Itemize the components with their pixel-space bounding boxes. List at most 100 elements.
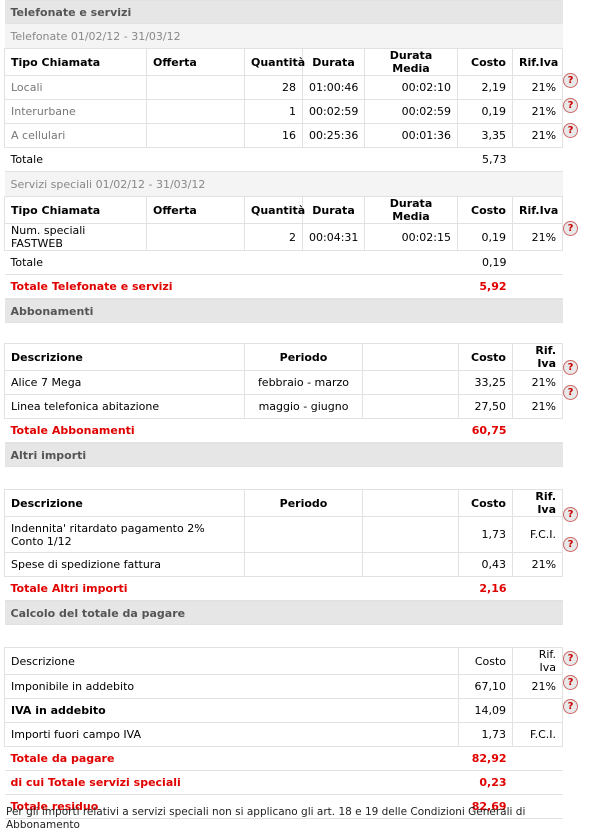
- col-periodo: Periodo: [244, 343, 363, 371]
- cell-iva: 21%: [511, 370, 564, 395]
- total-value: 5,92: [457, 274, 513, 299]
- table-row: Interurbane 1 00:02:59 00:02:59 0,19 21%: [4, 99, 564, 124]
- col-quantita: Quantità: [244, 196, 305, 224]
- cell-descrizione: IVA in addebito: [4, 698, 459, 723]
- col-tipo: Tipo Chiamata: [4, 196, 147, 224]
- cell-quantita: 16: [244, 123, 303, 148]
- cell-costo: 1,73: [458, 722, 513, 747]
- total-value: 0,23: [458, 770, 513, 795]
- cell-iva: 21%: [511, 394, 564, 419]
- help-icon[interactable]: ?: [563, 98, 578, 113]
- help-icon[interactable]: ?: [563, 537, 578, 552]
- help-icon[interactable]: ?: [563, 699, 578, 714]
- table-header: Descrizione Costo Rif. Iva: [4, 647, 563, 675]
- total-row: Totale Altri importi 2,16: [4, 576, 563, 601]
- table-row: A cellulari 16 00:25:36 00:01:36 3,35 21…: [4, 123, 564, 148]
- cell-durata: 00:02:59: [302, 99, 365, 124]
- cell-iva: 21%: [511, 552, 564, 577]
- col-rif-iva: Rif.Iva: [511, 196, 564, 224]
- col-descrizione: Descrizione: [4, 647, 459, 675]
- cell-iva: F.C.I.: [512, 722, 563, 747]
- col-periodo: Periodo: [244, 489, 363, 517]
- help-icon[interactable]: ?: [563, 651, 578, 666]
- col-rif-iva: Rif.Iva: [511, 48, 564, 76]
- col-rif-iva: Rif. Iva: [511, 343, 564, 371]
- cell-periodo: [244, 516, 363, 553]
- cell-offerta: [146, 123, 245, 148]
- col-costo: Costo: [458, 489, 513, 517]
- cell-costo: 1,73: [458, 516, 513, 553]
- col-durata-media: Durata Media: [364, 48, 458, 76]
- table-header: Tipo Chiamata Offerta Quantità Durata Du…: [4, 196, 564, 224]
- subtotal-row: Totale 0,19: [4, 250, 563, 275]
- total-label: Totale Abbonamenti: [4, 418, 459, 443]
- help-icon[interactable]: ?: [563, 73, 578, 88]
- cell-costo: 0,19: [457, 99, 513, 124]
- col-descrizione: Descrizione: [4, 489, 245, 517]
- cell-costo: 14,09: [458, 698, 513, 723]
- col-rif-iva: Rif. Iva: [512, 647, 563, 675]
- total-label: di cui Totale servizi speciali: [4, 770, 459, 795]
- total-label: Totale residuo: [4, 794, 459, 819]
- cell-offerta: [146, 75, 245, 100]
- table-row: IVA in addebito 14,09: [4, 698, 563, 723]
- total-label: Totale da pagare: [4, 746, 459, 771]
- abbonamenti-table: Abbonamenti Descrizione Periodo Costo Ri…: [4, 299, 564, 443]
- cell-costo: 33,25: [458, 370, 513, 395]
- cell-tipo: Num. speciali FASTWEB: [4, 223, 147, 251]
- cell-costo: 0,43: [458, 552, 513, 577]
- total-label: Totale Altri importi: [4, 576, 459, 601]
- table-row: Num. speciali FASTWEB 2 00:04:31 00:02:1…: [4, 223, 564, 251]
- cell-durata-media: 00:02:15: [364, 223, 458, 251]
- cell-descrizione: Importi fuori campo IVA: [4, 722, 459, 747]
- cell-costo: 67,10: [458, 674, 513, 699]
- table-row: Linea telefonica abitazione maggio - giu…: [4, 394, 564, 419]
- cell-durata-media: 00:02:10: [364, 75, 458, 100]
- table-row: Spese di spedizione fattura 0,43 21%: [4, 552, 564, 577]
- section-title-telefonate: Telefonate e servizi: [4, 0, 563, 24]
- invoice-detail: Telefonate e servizi Telefonate 01/02/12…: [4, 0, 564, 819]
- table-header: Descrizione Periodo Costo Rif. Iva: [4, 489, 564, 517]
- total-value: 60,75: [458, 418, 513, 443]
- cell-offerta: [146, 99, 245, 124]
- help-icon[interactable]: ?: [563, 385, 578, 400]
- table-header: Tipo Chiamata Offerta Quantità Durata Du…: [4, 48, 564, 76]
- cell-costo: 0,19: [457, 223, 513, 251]
- cell-tipo: Interurbane: [4, 99, 147, 124]
- total-row: Totale Telefonate e servizi 5,92: [4, 274, 563, 299]
- help-icon[interactable]: ?: [563, 507, 578, 522]
- col-rif-iva: Rif. Iva: [511, 489, 564, 517]
- cell-durata: 00:25:36: [302, 123, 365, 148]
- help-icon[interactable]: ?: [563, 221, 578, 236]
- total-value: 82,92: [458, 746, 513, 771]
- subtotal-value: 0,19: [457, 250, 513, 275]
- telefonate-table: Telefonate e servizi Telefonate 01/02/12…: [4, 0, 564, 299]
- col-offerta: Offerta: [146, 196, 245, 224]
- help-icon[interactable]: ?: [563, 123, 578, 138]
- col-durata: Durata: [302, 48, 365, 76]
- cell-durata-media: 00:02:59: [364, 99, 458, 124]
- table-row: Imponibile in addebito 67,10 21%: [4, 674, 563, 699]
- cell-iva: [512, 698, 563, 723]
- cell-tipo: Locali: [4, 75, 147, 100]
- help-icon[interactable]: ?: [563, 675, 578, 690]
- period-telefonate: Telefonate 01/02/12 - 31/03/12: [4, 23, 563, 49]
- total-row: Totale residuo 82,69: [4, 794, 563, 819]
- table-row: Alice 7 Mega febbraio - marzo 33,25 21%: [4, 370, 564, 395]
- cell-iva: 21%: [511, 223, 564, 251]
- cell-descrizione: Imponibile in addebito: [4, 674, 459, 699]
- col-costo: Costo: [457, 196, 513, 224]
- col-durata-media: Durata Media: [364, 196, 458, 224]
- cell-costo: 3,35: [457, 123, 513, 148]
- subtotal-label: Totale: [4, 250, 458, 275]
- section-title-altri: Altri importi: [4, 443, 563, 467]
- cell-periodo: maggio - giugno: [244, 394, 363, 419]
- cell-tipo: A cellulari: [4, 123, 147, 148]
- cell-offerta: [146, 223, 245, 251]
- help-icon[interactable]: ?: [563, 360, 578, 375]
- col-descrizione: Descrizione: [4, 343, 245, 371]
- subtotal-value: 5,73: [457, 147, 513, 172]
- col-quantita: Quantità: [244, 48, 305, 76]
- cell-iva: 21%: [511, 99, 564, 124]
- section-title-abbonamenti: Abbonamenti: [4, 299, 563, 323]
